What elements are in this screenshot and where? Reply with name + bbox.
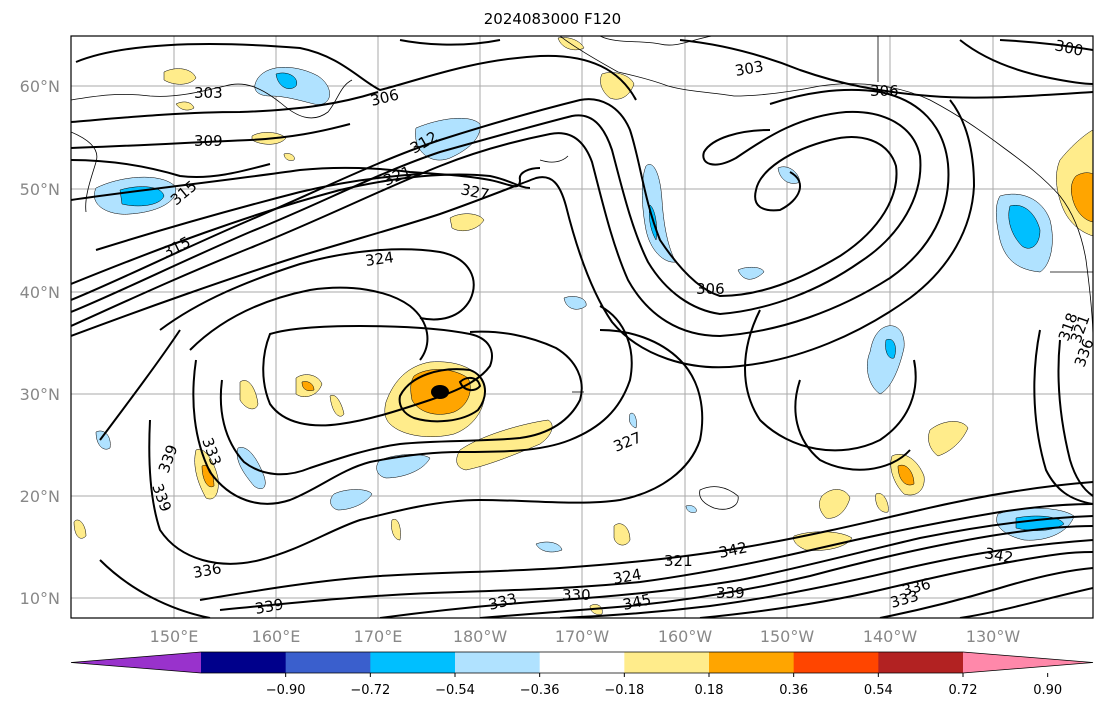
colorbar: −0.90 −0.72 −0.54 −0.36 −0.18 0.18 0.36 0.54 0.7…	[70, 651, 1094, 698]
contour-lines	[71, 39, 1093, 618]
colorbar-swatch	[624, 652, 710, 673]
lat-label-40n: 40°N	[20, 283, 60, 302]
contour-label: 342	[717, 538, 749, 562]
colorbar-swatch	[793, 652, 879, 673]
colorbar-tick-label: 0.90	[1033, 683, 1062, 698]
plot-area	[71, 36, 1093, 618]
contour-label: 321	[664, 552, 693, 570]
contour-label: 324	[612, 565, 643, 588]
colorbar-extend-high	[963, 652, 1093, 673]
lat-label-20n: 20°N	[20, 487, 60, 506]
coastlines	[71, 36, 1093, 510]
colorbar-swatch	[201, 652, 287, 673]
lon-label-170e: 170°E	[354, 627, 403, 646]
lon-label-140w: 140°W	[863, 627, 918, 646]
map-title: 2024083000 F120	[483, 10, 622, 28]
colorbar-tick-label: −0.18	[604, 683, 644, 698]
lon-label-180w: 180°W	[453, 627, 508, 646]
colorbar-tick-label: −0.36	[520, 683, 560, 698]
contour-label: 306	[870, 82, 899, 100]
lat-label-30n: 30°N	[20, 385, 60, 404]
colorbar-swatch	[455, 652, 541, 673]
lon-label-150e: 150°E	[150, 627, 199, 646]
colorbar-tick-label: 0.54	[864, 683, 893, 698]
contour-label: 306	[696, 280, 725, 298]
contour-label: 309	[194, 132, 223, 150]
lon-label-160e: 160°E	[252, 627, 301, 646]
colorbar-swatch	[539, 652, 625, 673]
longitude-labels: 150°E 160°E 170°E 180°W 170°W 160°W 150°…	[150, 627, 1021, 646]
lon-label-170w: 170°W	[555, 627, 610, 646]
colorbar-swatch	[370, 652, 456, 673]
contour-label: 303	[194, 84, 223, 102]
contour-label: 300	[1053, 36, 1085, 60]
colorbar-outline	[70, 651, 1094, 674]
latitude-labels: 60°N 50°N 40°N 30°N 20°N 10°N	[20, 77, 60, 608]
colorbar-tick-label: −0.90	[266, 683, 306, 698]
plot-frame	[70, 35, 1094, 619]
lon-label-130w: 130°W	[966, 627, 1021, 646]
low-center-marker	[431, 385, 449, 399]
lat-label-60n: 60°N	[20, 77, 60, 96]
colorbar-tick-label: −0.54	[435, 683, 475, 698]
contour-label-layer: 300 303 303 306 306 309 312 315 315 321 …	[148, 36, 1097, 618]
colorbar-swatch	[709, 652, 795, 673]
lat-label-10n: 10°N	[20, 589, 60, 608]
lon-label-150w: 150°W	[760, 627, 815, 646]
lon-label-160w: 160°W	[658, 627, 713, 646]
contour-label: 345	[621, 590, 653, 614]
contour-label: 303	[734, 57, 765, 80]
colorbar-tick-label: 0.18	[695, 683, 724, 698]
contour-label: 339	[716, 584, 745, 602]
contour-label: 339	[254, 595, 285, 618]
contour-label: 324	[364, 248, 395, 270]
colorbar-extend-low	[71, 652, 201, 673]
colorbar-tick-label: −0.72	[350, 683, 390, 698]
colorbar-swatch	[878, 652, 964, 673]
colorbar-swatch	[285, 652, 371, 673]
contour-label: 327	[459, 180, 491, 204]
colorbar-tick-label: 0.72	[949, 683, 978, 698]
contour-label: 336	[192, 559, 223, 582]
contour-label: 342	[983, 544, 1014, 567]
colorbar-tick-label: 0.36	[779, 683, 808, 698]
lat-label-50n: 50°N	[20, 180, 60, 199]
contour-label: 330	[562, 586, 591, 604]
